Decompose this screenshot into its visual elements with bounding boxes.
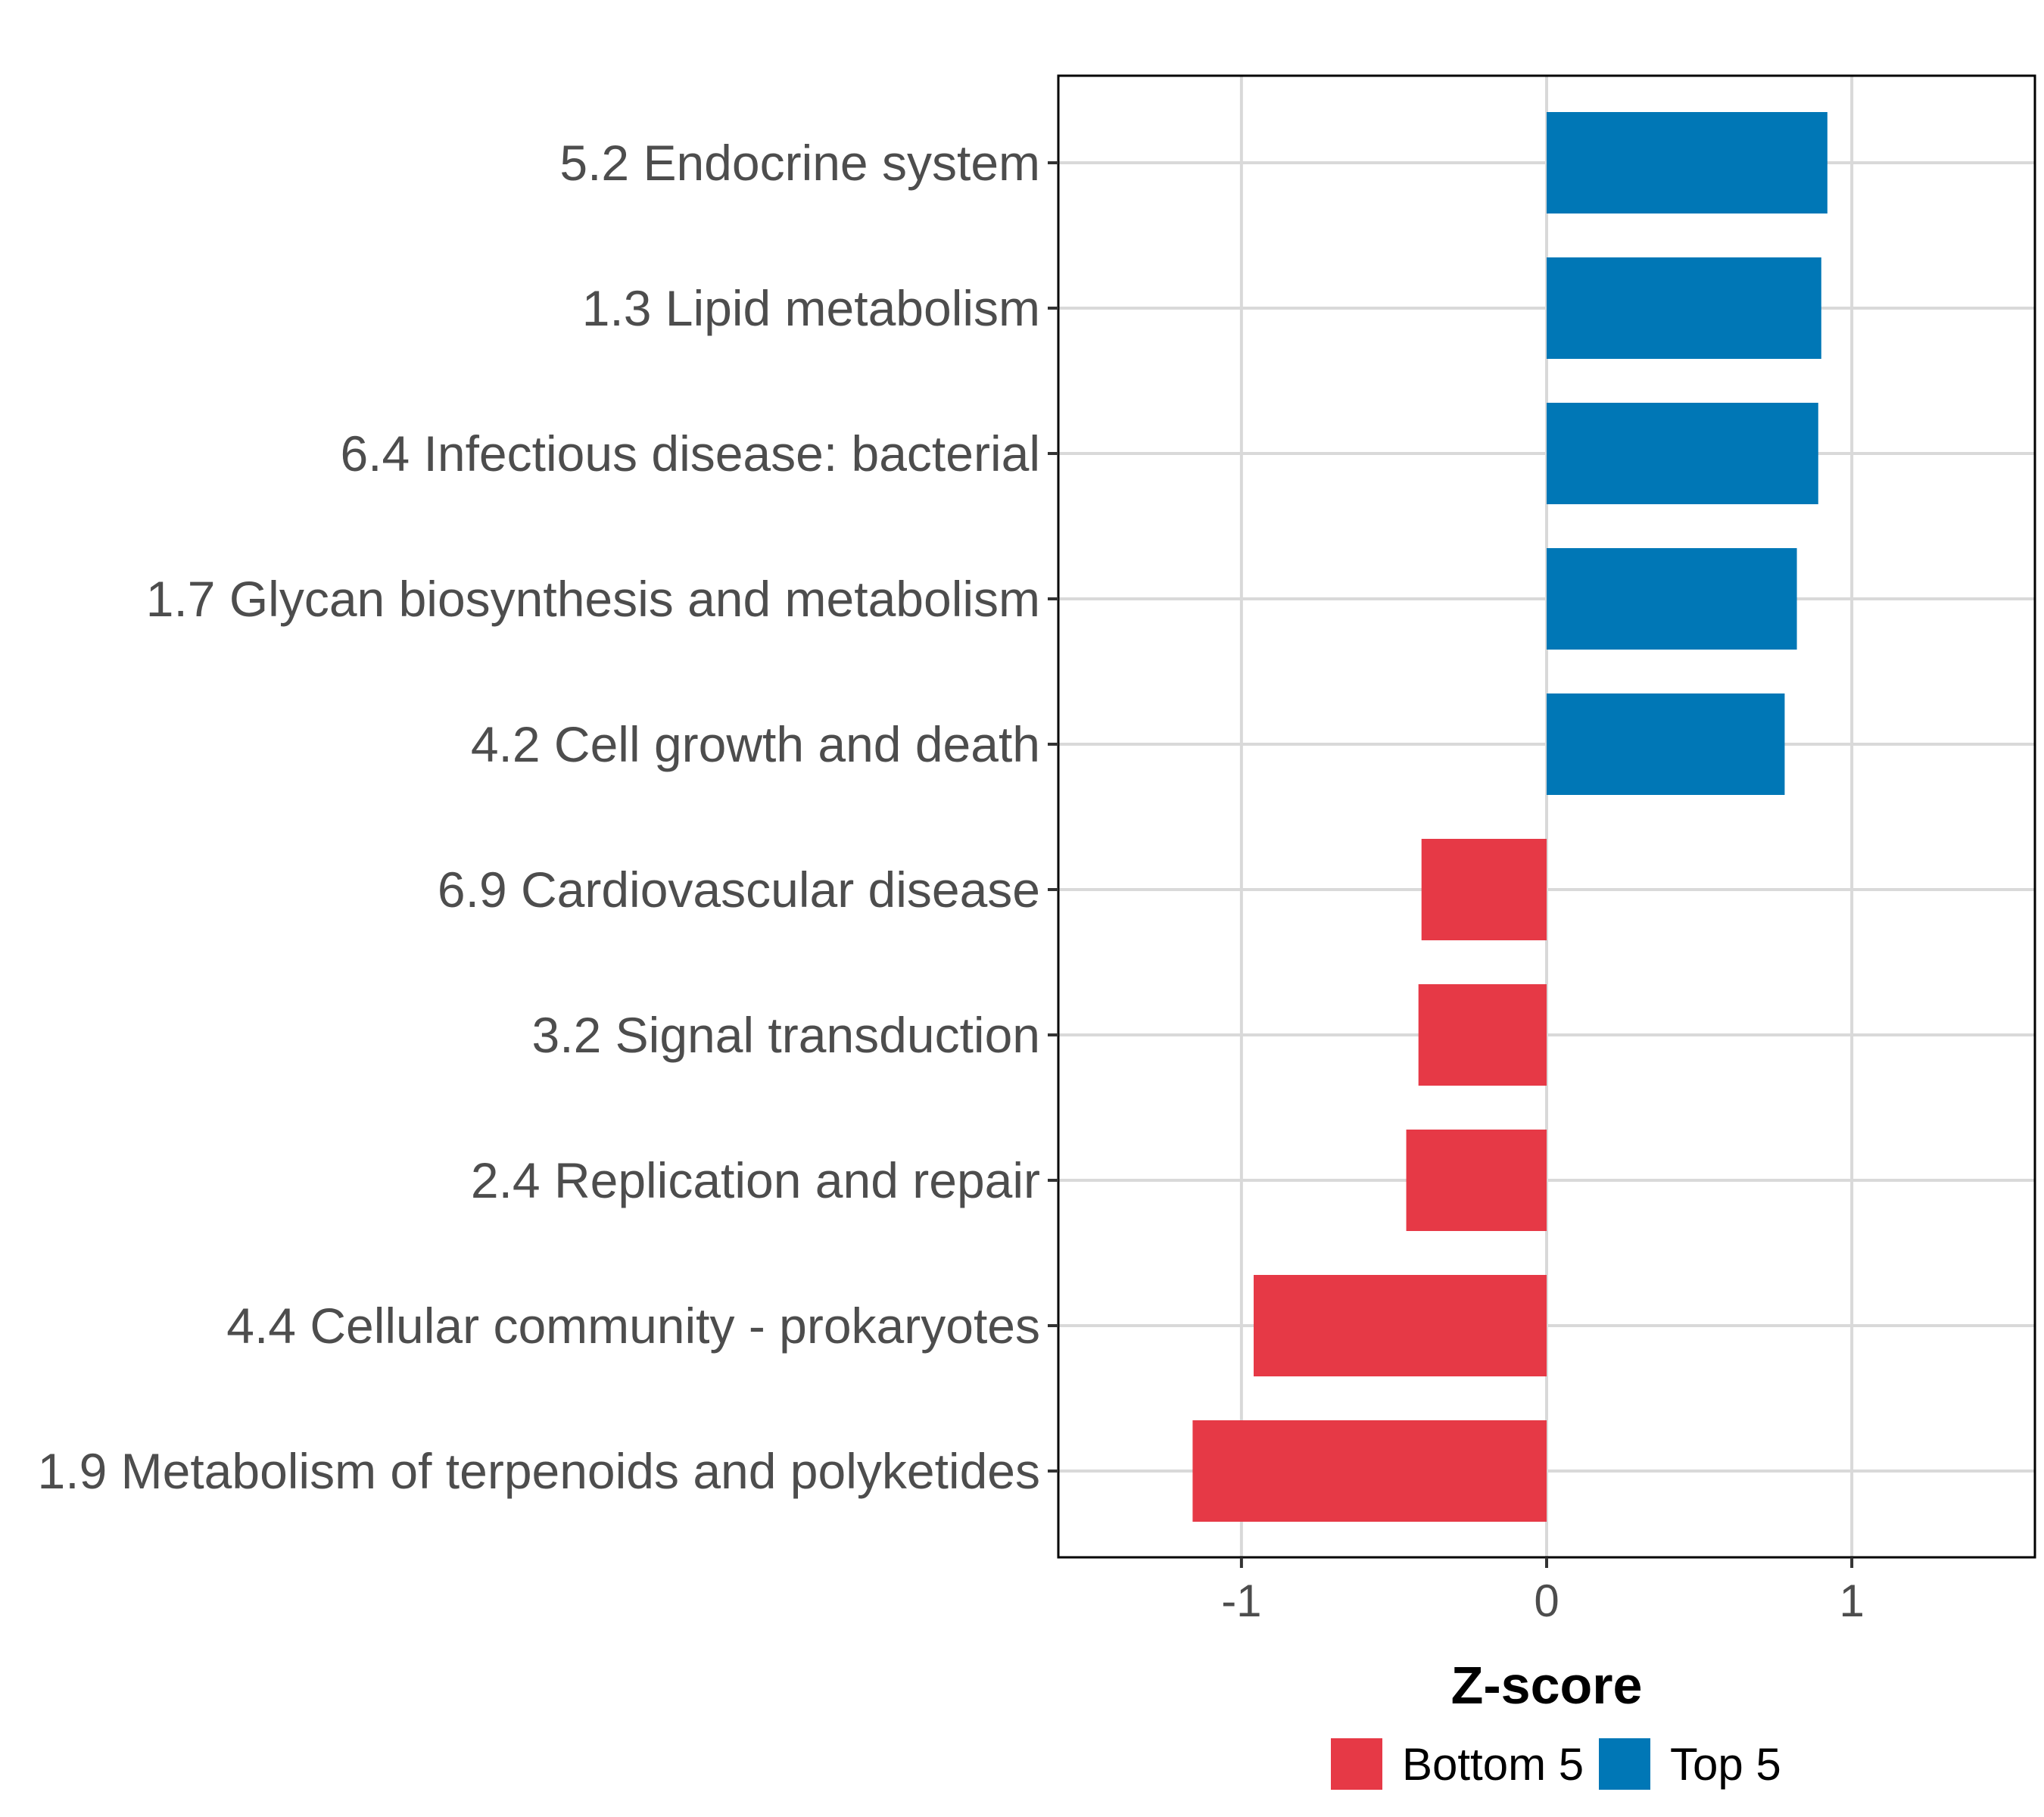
bars	[1192, 112, 1827, 1522]
legend-label: Top 5	[1670, 1739, 1781, 1790]
category-label: 5.2 Endocrine system	[559, 135, 1040, 191]
category-label: 1.3 Lipid metabolism	[582, 280, 1040, 336]
x-axis: -1 0 1	[1221, 1557, 1865, 1626]
x-tick-label: 0	[1534, 1575, 1559, 1626]
bar	[1418, 984, 1547, 1086]
x-tick-label: -1	[1221, 1575, 1261, 1626]
bar	[1254, 1275, 1547, 1376]
category-label: 2.4 Replication and repair	[471, 1152, 1040, 1208]
category-label: 1.7 Glycan biosynthesis and metabolism	[146, 571, 1040, 627]
bar	[1421, 839, 1547, 940]
x-axis-title: Z-score	[1451, 1656, 1643, 1715]
x-tick-label: 1	[1839, 1575, 1864, 1626]
category-label: 4.2 Cell growth and death	[471, 716, 1040, 772]
y-axis: 5.2 Endocrine system 1.3 Lipid metabolism…	[38, 135, 1058, 1499]
category-label: 6.9 Cardiovascular disease	[438, 862, 1040, 918]
category-label: 6.4 Infectious disease: bacterial	[340, 425, 1040, 482]
bar	[1547, 548, 1797, 650]
bar	[1192, 1420, 1547, 1522]
legend-label: Bottom 5	[1402, 1739, 1584, 1790]
bar	[1547, 257, 1821, 359]
category-label: 1.9 Metabolism of terpenoids and polyket…	[38, 1443, 1040, 1499]
bar	[1547, 112, 1827, 213]
legend-swatch	[1331, 1738, 1382, 1790]
category-label: 3.2 Signal transduction	[532, 1007, 1040, 1063]
legend-swatch	[1599, 1738, 1650, 1790]
bar	[1547, 693, 1785, 795]
category-label: 4.4 Cellular community - prokaryotes	[226, 1298, 1040, 1354]
legend: Bottom 5 Top 5	[1331, 1738, 1781, 1790]
bar	[1406, 1130, 1547, 1231]
bar	[1547, 403, 1818, 504]
